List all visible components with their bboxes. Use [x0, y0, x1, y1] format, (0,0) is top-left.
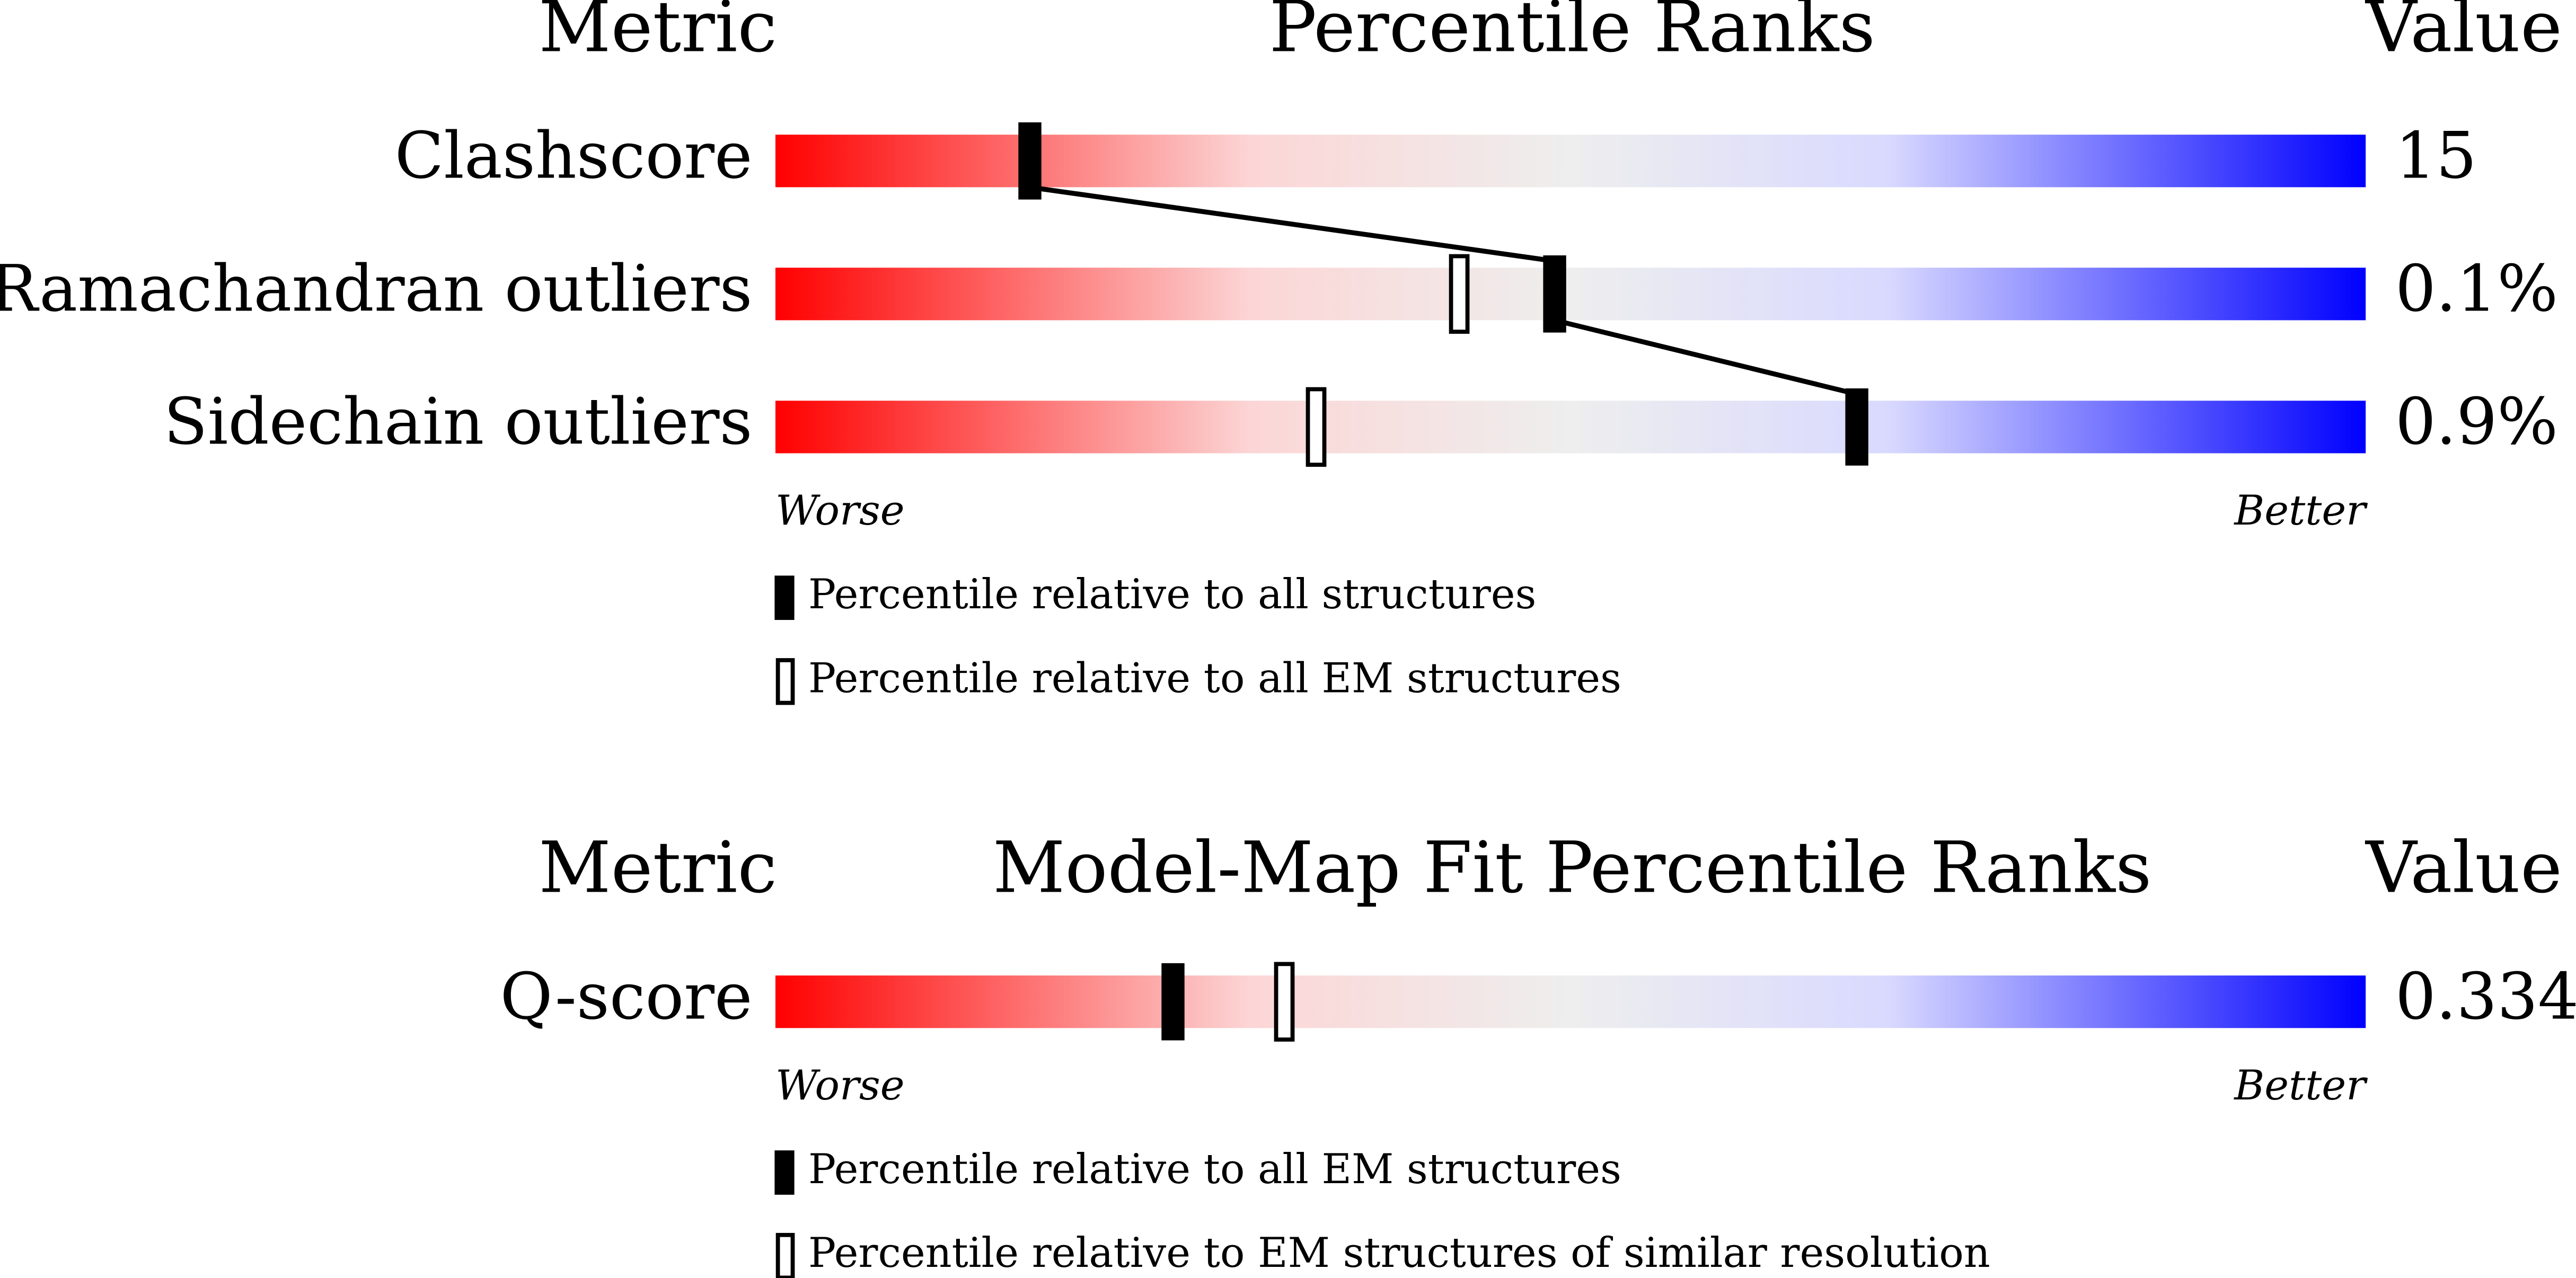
- percentile-marker: [1845, 388, 1868, 466]
- metric-header: Metric: [539, 0, 777, 68]
- percentile-bar: [775, 135, 2366, 188]
- percentile-marker: [1161, 963, 1185, 1041]
- metric-value: 0.9%: [2395, 385, 2558, 459]
- legend-label: Percentile relative to all EM structures: [808, 654, 1621, 702]
- metric-value: 0.334: [2395, 959, 2576, 1034]
- metric-label: Ramachandran outliers: [0, 251, 753, 326]
- metric-value: 0.1%: [2395, 251, 2558, 326]
- percentile-bar: [775, 401, 2366, 454]
- percentile-marker-open: [1305, 387, 1327, 467]
- legend-label: Percentile relative to EM structures of …: [808, 1229, 1990, 1277]
- percentile-bar: [775, 975, 2366, 1028]
- better-label: Better: [2233, 487, 2368, 535]
- legend-icon: [775, 658, 795, 705]
- legend-label: Percentile relative to all structures: [808, 571, 1536, 618]
- metric-label: Q-score: [500, 959, 752, 1034]
- metric-label: Clashscore: [395, 118, 753, 193]
- value-header: Value: [2365, 827, 2562, 909]
- legend-icon: [774, 1150, 795, 1195]
- worse-label: Worse: [775, 1062, 905, 1110]
- metric-label: Sidechain outliers: [164, 385, 753, 459]
- better-label: Better: [2233, 1062, 2368, 1110]
- metric-value: 15: [2395, 118, 2477, 193]
- worse-label: Worse: [775, 487, 905, 535]
- value-header: Value: [2365, 0, 2562, 68]
- legend-icon: [774, 575, 795, 620]
- percentile-bar: [775, 268, 2366, 321]
- chart-title: Model-Map Fit Percentile Ranks: [993, 827, 2152, 909]
- legend-icon: [775, 1232, 795, 1278]
- percentile-marker: [1018, 122, 1042, 200]
- legend-label: Percentile relative to all EM structures: [808, 1146, 1621, 1193]
- percentile-marker: [1543, 255, 1566, 333]
- chart-title: Percentile Ranks: [1269, 0, 1875, 68]
- metric-header: Metric: [539, 827, 777, 909]
- percentile-marker-open: [1449, 254, 1470, 334]
- percentile-marker-open: [1274, 962, 1295, 1042]
